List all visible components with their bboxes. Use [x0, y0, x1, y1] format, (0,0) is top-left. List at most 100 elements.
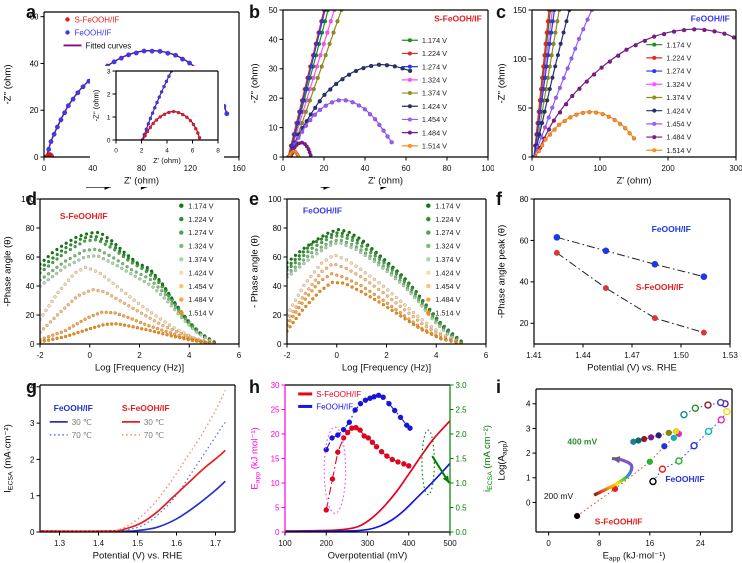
- svg-text:10: 10: [271, 479, 280, 488]
- svg-text:24: 24: [696, 539, 705, 548]
- svg-text:1.424 V: 1.424 V: [435, 268, 460, 277]
- annotation-ellipse: [323, 426, 347, 514]
- svg-text:40: 40: [520, 278, 529, 287]
- svg-text:1.224 V: 1.224 V: [435, 215, 460, 224]
- svg-text:1.374 V: 1.374 V: [188, 255, 213, 264]
- svg-text:5: 5: [275, 503, 280, 512]
- svg-text:160: 160: [232, 164, 246, 173]
- svg-text:20: 20: [273, 311, 282, 320]
- svg-text:1.174 V: 1.174 V: [422, 36, 447, 45]
- svg-text:0: 0: [277, 340, 282, 349]
- svg-text:100: 100: [268, 195, 282, 204]
- svg-text:1.484 V: 1.484 V: [435, 295, 460, 304]
- legend: 1.174 V 1.224 V 1.274 V 1.324 V 1.374 V 1.424…: [426, 201, 461, 318]
- svg-text:Potential (V) vs. RHE: Potential (V) vs. RHE: [587, 363, 677, 374]
- plot-series: [140, 70, 202, 141]
- svg-text:25: 25: [271, 405, 280, 414]
- svg-text:S-FeOOH/IF: S-FeOOH/IF: [75, 15, 120, 24]
- axes: 0 100 200 300 0 50 100 150 Z' (ohm) -Z'' (ohm): [497, 6, 742, 187]
- legend: 1.174 V 1.224 V 1.274 V 1.324 V 1.374 V 1.424…: [646, 40, 692, 155]
- annotation-text: FeOOH/IF: [54, 403, 93, 413]
- svg-text:4: 4: [434, 351, 439, 360]
- axes: 1.41 1.44 1.47 1.50 1.53 20 40 60 80 Potential (V…: [497, 195, 739, 374]
- svg-text:0: 0: [30, 528, 35, 537]
- svg-text:Z' (ohm): Z' (ohm): [616, 176, 651, 187]
- svg-text:Fitted curves: Fitted curves: [86, 41, 132, 50]
- series-g-feooh-70C: [39, 421, 226, 533]
- svg-text:0: 0: [526, 498, 531, 507]
- series-f-sfeooh-line: [556, 252, 705, 334]
- svg-text:1.6: 1.6: [171, 539, 183, 548]
- svg-text:30 ℃: 30 ℃: [144, 418, 164, 427]
- svg-text:1.324 V: 1.324 V: [435, 242, 460, 251]
- svg-text:2.0: 2.0: [456, 430, 468, 439]
- annotation-text: S-FeOOH/IF: [636, 282, 684, 292]
- svg-text:iECSA (mA cm⁻²): iECSA (mA cm⁻²): [482, 425, 494, 492]
- svg-text:6: 6: [237, 351, 242, 360]
- annotation-ellipse: [421, 429, 435, 496]
- svg-text:70 ℃: 70 ℃: [144, 431, 164, 440]
- svg-text:1.514 V: 1.514 V: [435, 309, 460, 318]
- svg-text:1.5: 1.5: [456, 454, 468, 463]
- svg-text:0: 0: [522, 153, 527, 162]
- svg-text:4: 4: [526, 400, 531, 409]
- annotation-arrow: [86, 187, 111, 190]
- svg-text:300: 300: [361, 539, 375, 548]
- series-g-sfeooh-70C: [39, 390, 226, 532]
- svg-text:1.324 V: 1.324 V: [666, 80, 691, 89]
- panel-i-chart: 0 8 16 24 0 1 2 3 4 Eapp (kJ·mol⁻¹) Log(Aapp) 400 m…: [497, 388, 733, 562]
- series-c-1.514V: [533, 109, 637, 158]
- svg-text:0: 0: [88, 351, 93, 360]
- series-i-sfeooh-points: [573, 428, 683, 520]
- svg-text:-Phase angle peak (θ): -Phase angle peak (θ): [497, 225, 508, 318]
- plot-series: [573, 398, 731, 520]
- panel-a: a 0 40 80 120 160 0 20 40 60 Z' (ohm) -Z'' (ohm) S-…: [0, 0, 247, 187]
- annotation-text: FeOOH/IF: [303, 205, 342, 215]
- svg-text:1.174 V: 1.174 V: [435, 201, 460, 210]
- svg-text:Log(Aapp): Log(Aapp): [497, 441, 509, 481]
- legend: 30 ℃ 70 ℃: [121, 418, 164, 440]
- svg-text:-Z'' (ohm): -Z'' (ohm): [3, 64, 14, 104]
- svg-text:1: 1: [30, 492, 35, 501]
- series-g-feooh-30C: [39, 480, 226, 533]
- svg-text:-Z'' (ohm): -Z'' (ohm): [497, 63, 508, 103]
- svg-text:0: 0: [30, 340, 35, 349]
- axes: 1.3 1.4 1.5 1.6 1.7 0 1 2 3 4 Potential (V) vs. RH…: [3, 383, 236, 562]
- svg-text:1.274 V: 1.274 V: [188, 228, 213, 237]
- svg-text:1.454 V: 1.454 V: [188, 282, 213, 291]
- svg-text:1.7: 1.7: [210, 539, 222, 548]
- series-b-1.274V: [287, 9, 328, 158]
- svg-text:40: 40: [269, 35, 278, 44]
- svg-text:S-FeOOH/IF: S-FeOOH/IF: [316, 390, 361, 399]
- panel-i: i 0 8 16 24 0 1 2 3 4 Eapp (kJ·mol⁻¹) Log(Aapp) 400…: [494, 375, 742, 563]
- svg-text:40: 40: [88, 164, 97, 173]
- annotation-arrow: [140, 187, 147, 190]
- svg-text:100: 100: [278, 539, 292, 548]
- svg-text:2: 2: [140, 148, 144, 155]
- svg-text:3: 3: [107, 68, 111, 75]
- svg-text:2: 2: [526, 449, 531, 458]
- legend: 1.174 V 1.224 V 1.274 V 1.324 V 1.374 V 1.424…: [179, 201, 214, 318]
- plot-series: [285, 9, 413, 158]
- series-i-feooh-points: [649, 398, 731, 486]
- svg-text:0: 0: [546, 539, 551, 548]
- svg-text:300: 300: [729, 164, 742, 173]
- svg-text:Log [Frequency (Hz)]: Log [Frequency (Hz)]: [95, 363, 184, 374]
- legend: S-FeOOH/IF FeOOH/IF Fitted curves: [63, 15, 132, 50]
- svg-text:1.224 V: 1.224 V: [188, 215, 213, 224]
- svg-text:0: 0: [34, 153, 39, 162]
- annotation-text: S-FeOOH/IF: [60, 211, 108, 221]
- annotation-arrow: [431, 455, 451, 484]
- svg-text:Potential (V) vs. RHE: Potential (V) vs. RHE: [93, 551, 183, 562]
- svg-text:1.50: 1.50: [673, 351, 689, 360]
- panel-letter-d: d: [26, 189, 37, 209]
- svg-text:20: 20: [271, 430, 280, 439]
- annotation-text: 200 mV: [544, 491, 574, 501]
- svg-text:500: 500: [443, 539, 457, 548]
- svg-text:80: 80: [137, 164, 146, 173]
- svg-text:20: 20: [269, 94, 278, 103]
- svg-text:0.5: 0.5: [456, 503, 468, 512]
- panel-letter-h: h: [249, 377, 260, 397]
